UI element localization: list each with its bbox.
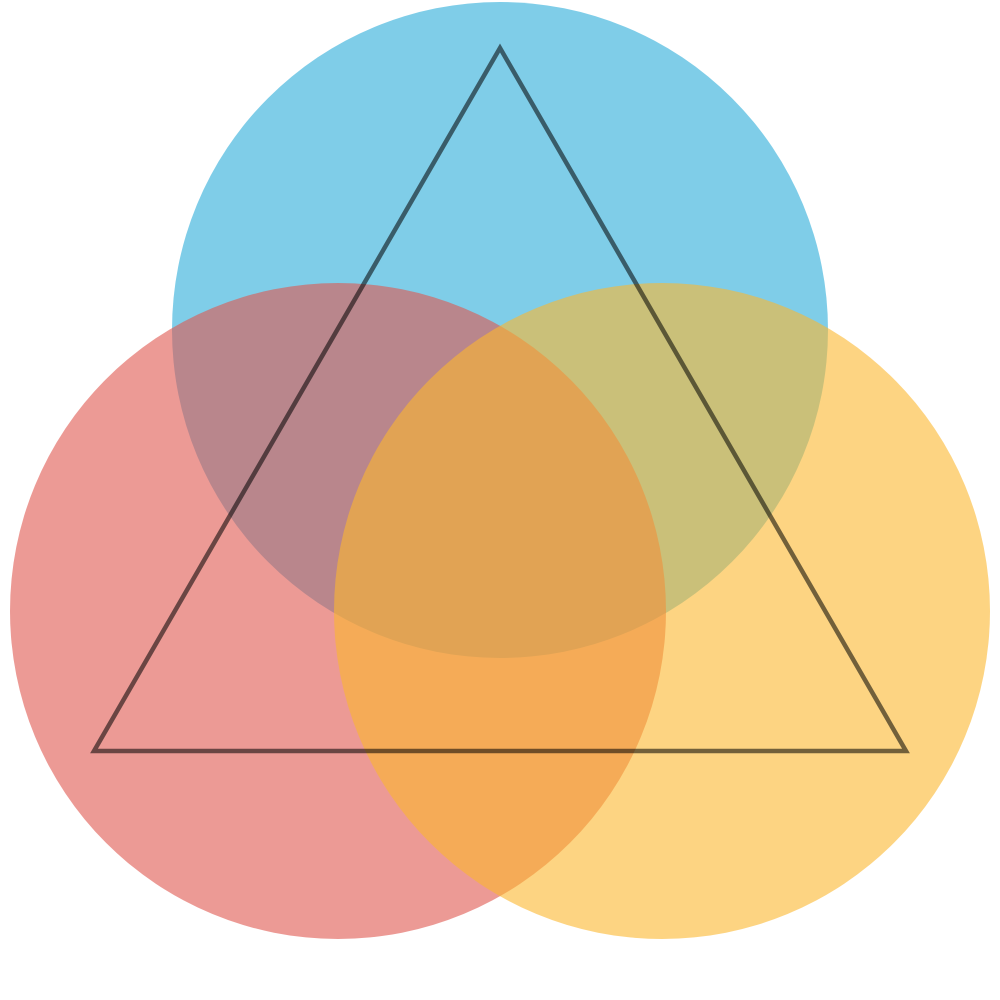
- triangle-outline: [90, 43, 910, 754]
- right-circle: [334, 283, 990, 939]
